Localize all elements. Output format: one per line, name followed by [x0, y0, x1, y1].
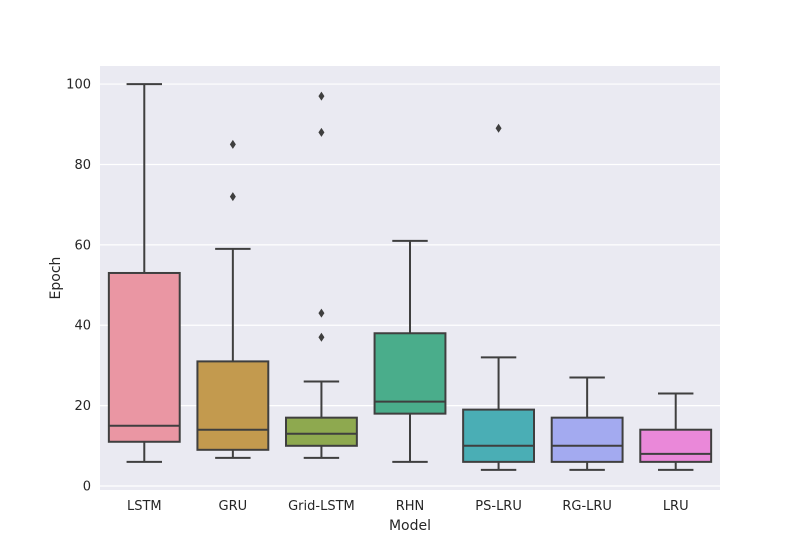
box-rhn — [373, 239, 447, 463]
x-tick-label-rg-lru: RG-LRU — [562, 499, 612, 514]
y-tick-label-20: 20 — [74, 399, 91, 414]
box-body-ps-lru — [462, 408, 535, 463]
y-tick-labels: 0 20 40 60 80 100 — [66, 78, 91, 495]
y-tick-label-60: 60 — [74, 238, 91, 253]
box-lstm — [107, 83, 181, 463]
y-tick-label-40: 40 — [74, 319, 91, 334]
boxes-group — [107, 83, 713, 471]
box-body-rhn — [373, 332, 447, 415]
x-axis-label: Model — [389, 518, 431, 534]
y-axis-label: Epoch — [48, 257, 64, 300]
box-ps-lru — [462, 123, 535, 471]
y-tick-label-0: 0 — [83, 479, 91, 494]
x-tick-label-ps-lru: PS-LRU — [475, 499, 522, 514]
box-rg-lru — [550, 376, 624, 471]
outlier-gru-72 — [229, 192, 236, 202]
outlier-ps-lru-89 — [495, 123, 502, 133]
outlier-grid-lstm-43 — [318, 308, 325, 318]
box-body-rg-lru — [550, 416, 624, 463]
box-grid-lstm — [285, 91, 358, 459]
x-tick-label-lru: LRU — [663, 499, 689, 514]
outlier-grid-lstm-37 — [318, 332, 325, 342]
x-tick-label-rhn: RHN — [396, 499, 425, 514]
y-tick-label-80: 80 — [74, 158, 91, 173]
x-tick-labels: LSTM GRU Grid-LSTM RHN PS-LRU RG-LRU LRU — [127, 499, 689, 514]
box-lru — [639, 392, 713, 471]
box-body-lstm — [107, 271, 181, 443]
y-tick-label-100: 100 — [66, 78, 91, 93]
box-body-lru — [639, 428, 713, 463]
outlier-grid-lstm-97 — [318, 91, 325, 101]
x-tick-label-lstm: LSTM — [127, 499, 162, 514]
x-tick-label-gru: GRU — [219, 499, 248, 514]
outlier-gru-85 — [229, 139, 236, 149]
box-body-gru — [196, 360, 270, 451]
outlier-grid-lstm-88 — [318, 127, 325, 137]
box-gru — [196, 139, 270, 459]
box-body-grid-lstm — [285, 416, 358, 447]
x-tick-label-grid-lstm: Grid-LSTM — [288, 499, 355, 514]
